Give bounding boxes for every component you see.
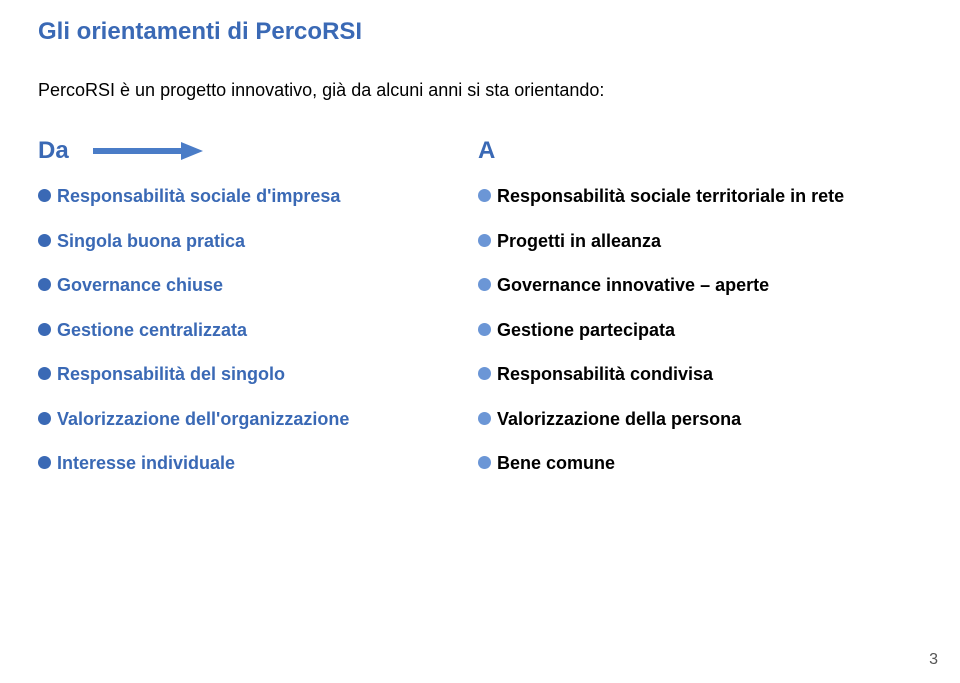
list-item-text: Governance innovative – aperte: [497, 274, 769, 297]
bullet-icon: [478, 323, 491, 336]
list-item: Responsabilità sociale d'impresa: [38, 185, 418, 208]
list-item: Progetti in alleanza: [478, 230, 898, 253]
column-from-header-text: Da: [38, 137, 69, 165]
from-list: Responsabilità sociale d'impresa Singola …: [38, 185, 418, 475]
bullet-icon: [38, 456, 51, 469]
list-item-text: Valorizzazione dell'organizzazione: [57, 408, 349, 431]
list-item-text: Gestione centralizzata: [57, 319, 247, 342]
bullet-icon: [478, 456, 491, 469]
list-item: Gestione centralizzata: [38, 319, 418, 342]
bullet-icon: [38, 278, 51, 291]
list-item-text: Progetti in alleanza: [497, 230, 661, 253]
column-to-header-text: A: [478, 137, 495, 165]
page-number: 3: [929, 651, 938, 669]
list-item: Responsabilità sociale territoriale in r…: [478, 185, 898, 208]
bullet-icon: [38, 189, 51, 202]
bullet-icon: [38, 323, 51, 336]
list-item: Governance innovative – aperte: [478, 274, 898, 297]
column-to-header: A: [478, 137, 898, 165]
columns-wrapper: Da Responsabilità sociale d'impresa Singo…: [38, 137, 922, 497]
bullet-icon: [478, 412, 491, 425]
bullet-icon: [478, 278, 491, 291]
column-from-header: Da: [38, 137, 418, 165]
bullet-icon: [478, 234, 491, 247]
bullet-icon: [478, 367, 491, 380]
list-item-text: Responsabilità sociale d'impresa: [57, 185, 340, 208]
list-item: Responsabilità condivisa: [478, 363, 898, 386]
bullet-icon: [38, 234, 51, 247]
column-to: A Responsabilità sociale territoriale in…: [478, 137, 898, 497]
list-item: Valorizzazione dell'organizzazione: [38, 408, 418, 431]
slide-title: Gli orientamenti di PercoRSI: [38, 18, 922, 46]
bullet-icon: [478, 189, 491, 202]
list-item-text: Singola buona pratica: [57, 230, 245, 253]
bullet-icon: [38, 412, 51, 425]
list-item: Interesse individuale: [38, 452, 418, 475]
list-item-text: Bene comune: [497, 452, 615, 475]
list-item-text: Gestione partecipata: [497, 319, 675, 342]
list-item-text: Governance chiuse: [57, 274, 223, 297]
bullet-icon: [38, 367, 51, 380]
arrow-icon: [93, 142, 203, 160]
list-item: Bene comune: [478, 452, 898, 475]
list-item: Gestione partecipata: [478, 319, 898, 342]
slide-subtitle: PercoRSI è un progetto innovativo, già d…: [38, 80, 922, 101]
list-item-text: Valorizzazione della persona: [497, 408, 741, 431]
column-from: Da Responsabilità sociale d'impresa Singo…: [38, 137, 418, 497]
list-item-text: Responsabilità condivisa: [497, 363, 713, 386]
list-item: Singola buona pratica: [38, 230, 418, 253]
list-item-text: Interesse individuale: [57, 452, 235, 475]
list-item-text: Responsabilità sociale territoriale in r…: [497, 185, 844, 208]
list-item: Responsabilità del singolo: [38, 363, 418, 386]
list-item: Valorizzazione della persona: [478, 408, 898, 431]
list-item-text: Responsabilità del singolo: [57, 363, 285, 386]
list-item: Governance chiuse: [38, 274, 418, 297]
to-list: Responsabilità sociale territoriale in r…: [478, 185, 898, 475]
